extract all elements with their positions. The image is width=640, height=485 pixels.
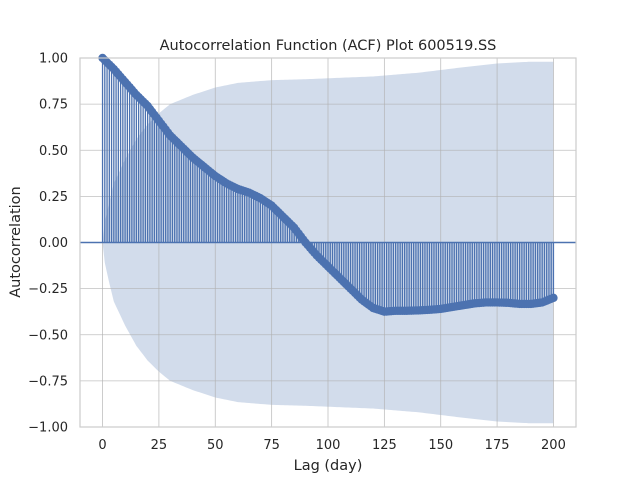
plot-frame (79, 57, 577, 428)
x-tick-label: 25 (151, 438, 168, 453)
stem-layer (101, 58, 555, 312)
chart-title: Autocorrelation Function (ACF) Plot 6005… (160, 38, 497, 54)
y-tick-label: −1.00 (28, 421, 68, 436)
y-axis-label: Autocorrelation (8, 186, 24, 297)
y-tick-label: 1.00 (39, 52, 68, 67)
marker-layer (98, 53, 558, 316)
acf-marker (549, 293, 558, 303)
y-tick-label: 0.50 (39, 144, 68, 159)
x-tick-label: 175 (485, 438, 510, 453)
x-tick-label: 50 (207, 438, 224, 453)
y-tick-label: 0.75 (39, 98, 68, 113)
x-axis-label: Lag (day) (294, 458, 363, 474)
x-tick-label: 125 (372, 438, 397, 453)
x-tick-label: 0 (98, 438, 106, 453)
y-tick-label: −0.75 (28, 374, 68, 389)
y-tick-label: −0.25 (28, 282, 68, 297)
x-tick-label: 75 (263, 438, 280, 453)
x-tick-label: 100 (316, 438, 341, 453)
y-tick-label: 0.00 (39, 236, 68, 251)
tick-label-layer: 0 25 50 75 100 125 150 175 200 −1.00 −0.75 −0.50 −0.… (28, 52, 566, 454)
x-tick-label: 200 (541, 438, 566, 453)
x-tick-label: 150 (428, 438, 453, 453)
y-tick-label: −0.50 (28, 328, 68, 343)
y-tick-label: 0.25 (39, 190, 68, 205)
spine-layer (79, 57, 577, 428)
